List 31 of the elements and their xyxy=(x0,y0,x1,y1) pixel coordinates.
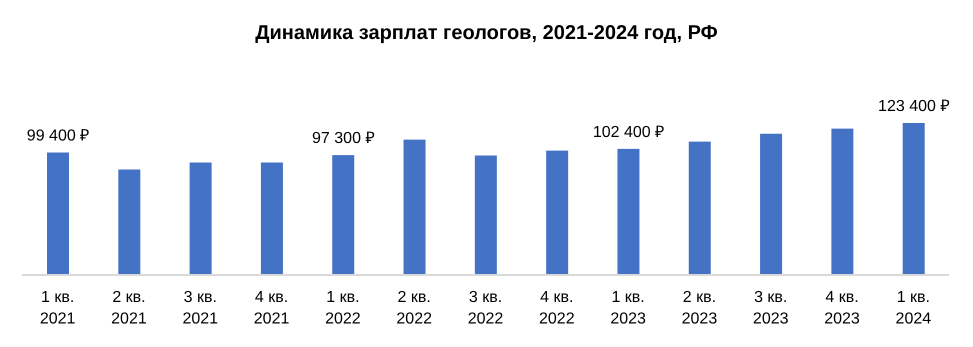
chart-title: Динамика зарплат геологов, 2021-2024 год, РФ xyxy=(254,21,719,46)
x-tick-label: 2 кв. 2021 xyxy=(111,288,147,328)
bar xyxy=(190,162,212,275)
bar xyxy=(118,170,140,275)
x-tick-label: 3 кв. 2021 xyxy=(182,288,218,328)
data-label: 102 400 ₽ xyxy=(592,124,664,141)
x-tick-label: 2 кв. 2023 xyxy=(682,288,718,328)
data-label: 97 300 ₽ xyxy=(312,130,374,148)
x-tick-label: 1 кв. 2021 xyxy=(40,288,76,328)
x-tick-label: 2 кв. 2022 xyxy=(396,288,432,328)
bar xyxy=(831,128,854,275)
bar xyxy=(332,155,354,275)
x-tick-label: 1 кв. 2024 xyxy=(896,288,932,328)
bar xyxy=(617,148,640,275)
x-tick-label: 4 кв. 2023 xyxy=(824,288,860,328)
x-tick-label: 1 кв. 2022 xyxy=(325,288,361,328)
bar xyxy=(546,150,568,275)
bar xyxy=(260,162,283,275)
x-tick-label: 4 кв. 2022 xyxy=(539,288,575,328)
x-tick-label: 4 кв. 2021 xyxy=(254,288,290,328)
x-tick-label: 3 кв. 2022 xyxy=(468,288,504,328)
x-tick-label: 1 кв. 2023 xyxy=(610,288,646,328)
bar xyxy=(902,123,925,275)
bar xyxy=(760,134,782,275)
x-tick-label: 3 кв. 2023 xyxy=(752,288,789,328)
bar xyxy=(474,156,497,275)
data-label: 123 400 ₽ xyxy=(878,98,950,115)
data-label: 99 400 ₽ xyxy=(26,128,90,145)
bar xyxy=(688,142,711,275)
bar xyxy=(404,140,426,275)
bar xyxy=(47,152,69,275)
